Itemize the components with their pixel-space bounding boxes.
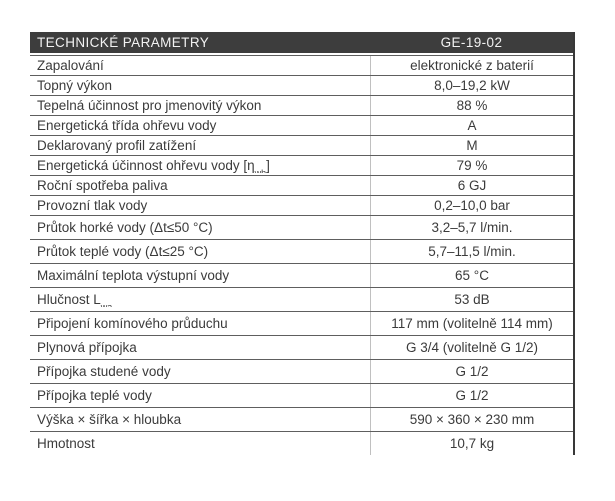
table-row: Výška × šířka × hloubka 590 × 360 × 230 … (30, 407, 573, 431)
table-row: Přípojka teplé vody G 1/2 (30, 383, 573, 407)
parameter-value: 590 × 360 × 230 mm (370, 408, 573, 431)
label-subscript: wh (254, 167, 267, 173)
parameter-label: Přípojka studené vody (37, 364, 171, 379)
parameter-value: 5,7–11,5 l/min. (370, 240, 573, 263)
parameter-label: Zapalování (37, 58, 104, 73)
parameter-value: 10,7 kg (370, 432, 573, 455)
model-number: GE-19-02 (440, 35, 503, 50)
table-row: Roční spotřeba paliva 6 GJ (30, 175, 573, 195)
table-row: Tepelná účinnost pro jmenovitý výkon 88 … (30, 95, 573, 115)
parameter-label: Energetická účinnost ohřevu vody [ηwh] (30, 158, 370, 173)
parameter-value: 65 °C (370, 264, 573, 287)
table-header: TECHNICKÉ PARAMETRY GE-19-02 (30, 32, 573, 53)
table-row: Topný výkon 8,0–19,2 kW (30, 75, 573, 95)
table-row: Průtok horké vody (Δt≤50 °C) 3,2–5,7 l/m… (30, 215, 573, 239)
label-subscript: wa (100, 301, 113, 307)
parameter-label: Průtok horké vody (Δt≤50 °C) (37, 220, 213, 235)
parameter-value: 3,2–5,7 l/min. (370, 216, 573, 239)
technical-parameters-table: TECHNICKÉ PARAMETRY GE-19-02 Zapalování … (30, 32, 575, 455)
parameter-value: 6 GJ (370, 176, 573, 195)
parameter-label: Hlučnost Lwa (30, 292, 370, 307)
label-text: Energetická účinnost ohřevu vody [η (37, 158, 255, 173)
table-title: TECHNICKÉ PARAMETRY (37, 35, 210, 50)
table-row: Energetická účinnost ohřevu vody [ηwh] 7… (30, 155, 573, 175)
table-row: Maximální teplota výstupní vody 65 °C (30, 263, 573, 287)
table-row: Hmotnost 10,7 kg (30, 431, 573, 455)
label-text: ] (266, 158, 270, 173)
parameter-label: Hmotnost (37, 436, 95, 451)
parameter-value: 79 % (370, 156, 573, 175)
parameter-label: Energetická třída ohřevu vody (37, 118, 217, 133)
parameter-label: Topný výkon (37, 78, 113, 93)
parameter-label: Tepelná účinnost pro jmenovitý výkon (37, 98, 262, 113)
parameter-label: Průtok teplé vody (Δt≤25 °C) (37, 244, 209, 259)
parameter-label: Připojení komínového průduchu (37, 316, 228, 331)
table-row: Zapalování elektronické z baterií (30, 55, 573, 75)
parameter-value: 8,0–19,2 kW (370, 76, 573, 95)
table-row: Hlučnost Lwa 53 dB (30, 287, 573, 311)
parameter-label: Deklarovaný profil zatížení (37, 138, 197, 153)
parameter-value: 53 dB (370, 288, 573, 311)
table-row: Energetická třída ohřevu vody A (30, 115, 573, 135)
parameter-label: Výška × šířka × hloubka (37, 412, 182, 427)
parameter-label: Plynová přípojka (37, 340, 137, 355)
parameter-value: 0,2–10,0 bar (370, 196, 573, 215)
parameter-value: A (370, 116, 573, 135)
parameter-value: M (370, 136, 573, 155)
table-row: Deklarovaný profil zatížení M (30, 135, 573, 155)
parameter-value: G 3/4 (volitelně G 1/2) (370, 336, 573, 359)
parameter-value: elektronické z baterií (370, 56, 573, 75)
parameter-value: G 1/2 (370, 384, 573, 407)
parameter-label: Roční spotřeba paliva (37, 178, 168, 193)
table-row: Plynová přípojka G 3/4 (volitelně G 1/2) (30, 335, 573, 359)
parameter-value: 117 mm (volitelně 114 mm) (370, 312, 573, 335)
table-row: Průtok teplé vody (Δt≤25 °C) 5,7–11,5 l/… (30, 239, 573, 263)
table-row: Provozní tlak vody 0,2–10,0 bar (30, 195, 573, 215)
table-row: Připojení komínového průduchu 117 mm (vo… (30, 311, 573, 335)
parameter-label: Provozní tlak vody (37, 198, 148, 213)
parameter-label: Přípojka teplé vody (37, 388, 152, 403)
parameter-value: G 1/2 (370, 360, 573, 383)
parameter-label: Maximální teplota výstupní vody (37, 268, 230, 283)
label-text: Hlučnost L (37, 292, 101, 307)
table-row: Přípojka studené vody G 1/2 (30, 359, 573, 383)
parameter-value: 88 % (370, 96, 573, 115)
